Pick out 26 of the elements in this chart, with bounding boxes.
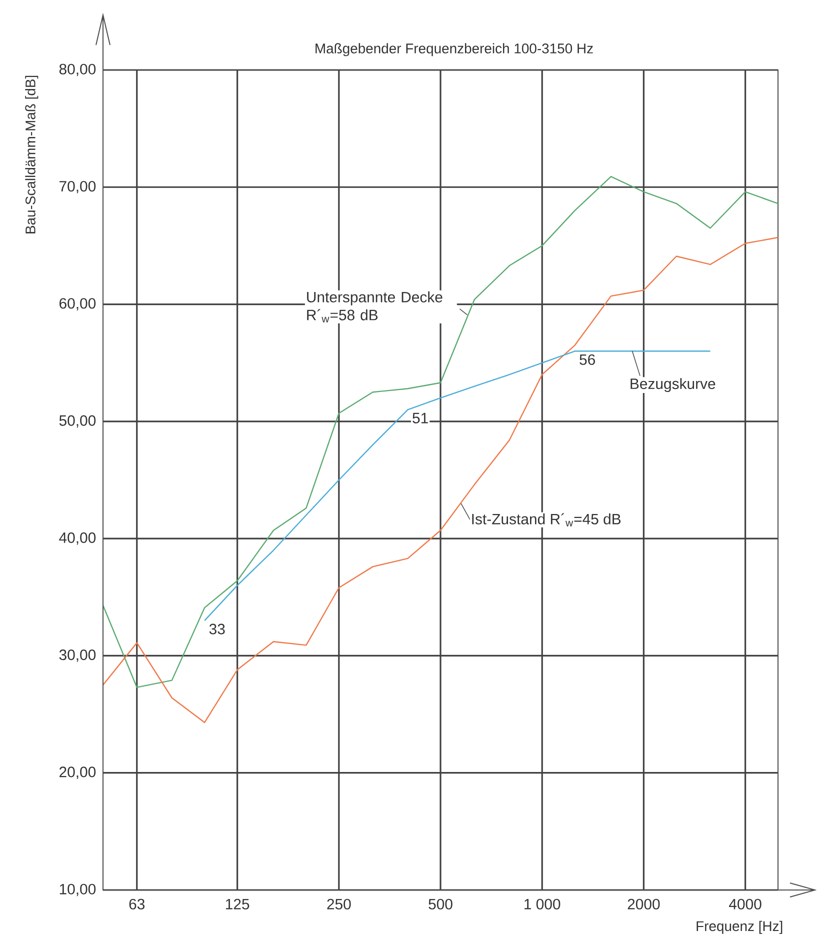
y-tick-label: 20,00 (60, 766, 96, 780)
x-tick-label: 1 000 (524, 898, 560, 910)
annotation: 33 (209, 624, 225, 634)
series-label: Bezugskurve (630, 378, 716, 392)
y-tick-label: 30,00 (59, 650, 96, 662)
y-tick-label: 40,00 (59, 532, 96, 545)
line-series (102, 236, 779, 724)
y-tick-label: 10,00 (60, 884, 96, 896)
x-tick-label: 63 (129, 898, 145, 910)
y-axis-title: Bau-Scalldämm-Maß [dB] (25, 76, 38, 234)
x-tick-label: 500 (428, 898, 452, 910)
x-tick-label: 125 (226, 898, 250, 910)
annotation: 56 (580, 354, 595, 365)
x-tick-label: 2000 (628, 898, 660, 910)
x-tick-label: 250 (327, 898, 351, 910)
y-tick-label: 50,00 (59, 415, 96, 428)
series-label: Ist-Zustand R´$_{w}$=45 dB (472, 513, 621, 526)
x-tick-label: 4000 (729, 898, 762, 910)
chart-title: Maßgebender Frequenzbereich 100-3150 Hz (316, 43, 593, 56)
y-tick-label: 80,00 (59, 64, 96, 76)
y-tick-label: 60,00 (60, 298, 96, 310)
y-tick-label: 70,00 (60, 180, 96, 194)
series-label: Unterspannte Decke R´$_{w}$=58 dB (307, 291, 442, 322)
annotation: 51 (412, 412, 428, 424)
line-series (102, 176, 779, 688)
x-axis-title: Frequenz [Hz] (696, 920, 782, 934)
